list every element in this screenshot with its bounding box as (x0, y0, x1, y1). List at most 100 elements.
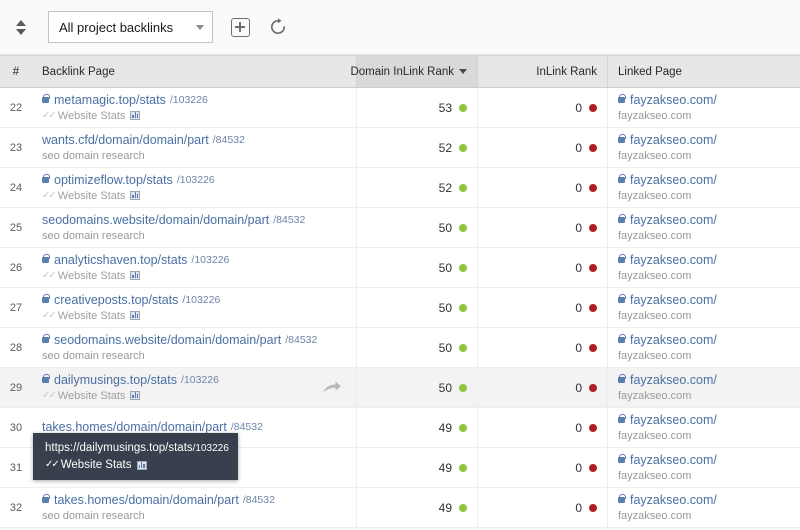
row-number: 31 (9, 461, 23, 474)
backlink-page-cell[interactable]: creativeposts.top/stats/103226 ✓✓ Website … (32, 288, 357, 327)
backlink-page-cell[interactable]: wants.cfd/domain/domain/part/84532 seo do… (32, 128, 357, 167)
lock-icon (618, 133, 626, 143)
table-row[interactable]: 26 analyticshaven.top/stats/103226 ✓✓ Websi… (0, 248, 800, 288)
linked-page-link[interactable]: fayzakseo.com/ (618, 333, 790, 348)
linked-page-subtitle: fayzakseo.com (618, 269, 692, 282)
linked-page-cell[interactable]: fayzakseo.com/fayzakseo.com (608, 88, 800, 127)
linked-page-link[interactable]: fayzakseo.com/ (618, 213, 790, 228)
linked-page-url-text: fayzakseo.com/ (630, 92, 717, 107)
add-backlink-button[interactable] (229, 16, 251, 38)
table-row[interactable]: 27 creativeposts.top/stats/103226 ✓✓ Websit… (0, 288, 800, 328)
row-height-stepper[interactable] (6, 7, 36, 47)
backlink-url-link[interactable]: takes.homes/domain/domain/part/84532 (42, 420, 346, 435)
linked-page-cell[interactable]: fayzakseo.com/fayzakseo.com (608, 168, 800, 207)
lock-icon (618, 93, 626, 103)
backlink-page-cell[interactable]: analyticshaven.top/stats/103226 ✓✓ Website… (32, 248, 357, 287)
domain-inlink-rank-cell: 49 (357, 448, 478, 487)
backlink-url-text: dailymusings.top/stats (54, 372, 177, 387)
inlink-rank-cell: 0 (478, 208, 608, 247)
table-row[interactable]: 24 optimizeflow.top/stats/103226 ✓✓ Website… (0, 168, 800, 208)
table-row[interactable]: 28 seodomains.website/domain/domain/part /… (0, 328, 800, 368)
column-header-linked-page[interactable]: Linked Page (618, 65, 682, 78)
tooltip-url: https://dailymusings.top/stats (45, 442, 193, 454)
backlink-url-link[interactable]: optimizeflow.top/stats/103226 (42, 173, 346, 188)
status-dot (459, 303, 467, 312)
linked-page-link[interactable]: fayzakseo.com/ (618, 253, 790, 268)
backlink-url-id: /103226 (180, 373, 219, 386)
backlink-subtitle: ✓✓ Website Stats (42, 109, 346, 123)
linked-page-subtitle: fayzakseo.com (618, 229, 692, 242)
table-row[interactable]: 22 metamagic.top/stats/103226 ✓✓ Website St… (0, 88, 800, 128)
plus-icon (230, 17, 250, 37)
status-dot (589, 183, 597, 192)
backlink-subtitle: ✓✓ Website Stats (42, 309, 346, 323)
linked-page-url-text: fayzakseo.com/ (630, 492, 717, 507)
backlink-url-link[interactable]: creativeposts.top/stats/103226 (42, 293, 346, 308)
backlink-subtitle-text: seo domain research (42, 349, 145, 362)
linked-page-link[interactable]: fayzakseo.com/ (618, 293, 790, 308)
tooltip-sub-line: ✓✓ Website Stats (45, 457, 226, 473)
lock-icon (618, 293, 626, 303)
linked-page-cell[interactable]: fayzakseo.com/fayzakseo.com (608, 488, 800, 527)
table-row[interactable]: 29 dailymusings.top/stats/103226 ✓✓ Website… (0, 368, 800, 408)
open-link-arrow-icon[interactable] (322, 380, 342, 396)
column-header-number[interactable]: # (12, 65, 20, 78)
backlink-page-cell[interactable]: dailymusings.top/stats/103226 ✓✓ Website S… (32, 368, 357, 407)
domain-inlink-rank-cell: 50 (357, 288, 478, 327)
backlink-page-cell[interactable]: seodomains.website/domain/domain/part/84… (32, 328, 357, 367)
table-header-row: # Backlink Page Domain InLink Rank InLin… (0, 55, 800, 88)
lock-icon (618, 453, 626, 463)
linked-page-cell[interactable]: fayzakseo.com/fayzakseo.com (608, 128, 800, 167)
linked-page-link[interactable]: fayzakseo.com/ (618, 93, 790, 108)
column-header-inlink-rank[interactable]: InLink Rank (478, 56, 608, 87)
linked-page-subtitle: fayzakseo.com (618, 189, 692, 202)
backlink-url-tooltip: https://dailymusings.top/stats/103226 ✓✓… (33, 433, 238, 480)
backlink-url-link[interactable]: dailymusings.top/stats/103226 (42, 373, 346, 388)
linked-page-cell[interactable]: fayzakseo.com/fayzakseo.com (608, 208, 800, 247)
linked-page-cell[interactable]: fayzakseo.com/fayzakseo.com (608, 448, 800, 487)
linked-page-subtitle: fayzakseo.com (618, 149, 692, 162)
backlink-url-link[interactable]: seodomains.website/domain/domain/part/84… (42, 333, 346, 348)
backlink-page-cell[interactable]: takes.homes/domain/domain/part/84532 (32, 408, 357, 447)
backlink-page-cell[interactable]: seodomains.website/domain/domain/part/84… (32, 208, 357, 247)
sort-descending-icon (459, 69, 467, 74)
status-dot (589, 103, 597, 112)
table-row[interactable]: 23 wants.cfd/domain/domain/part/84532 seo … (0, 128, 800, 168)
domain-inlink-rank-cell: 49 (357, 488, 478, 527)
linked-page-link[interactable]: fayzakseo.com/ (618, 453, 790, 468)
linked-page-link[interactable]: fayzakseo.com/ (618, 413, 790, 428)
linked-page-link[interactable]: fayzakseo.com/ (618, 373, 790, 388)
linked-page-cell[interactable]: fayzakseo.com/fayzakseo.com (608, 408, 800, 447)
backlink-page-cell[interactable]: metamagic.top/stats/103226 ✓✓ Website Stat… (32, 88, 357, 127)
project-filter-select[interactable]: All project backlinks (48, 11, 213, 43)
linked-page-cell[interactable]: fayzakseo.com/fayzakseo.com (608, 328, 800, 367)
column-header-domain-inlink-rank[interactable]: Domain InLink Rank (350, 56, 478, 87)
linked-page-cell[interactable]: fayzakseo.com/fayzakseo.com (608, 288, 800, 327)
refresh-button[interactable] (267, 16, 289, 38)
column-header-backlink-page[interactable]: Backlink Page (32, 56, 357, 87)
linked-page-url-text: fayzakseo.com/ (630, 172, 717, 187)
linked-page-cell[interactable]: fayzakseo.com/fayzakseo.com (608, 368, 800, 407)
backlink-url-link[interactable]: takes.homes/domain/domain/part/84532 (42, 493, 346, 508)
table-row[interactable]: 25 seodomains.website/domain/domain/part /… (0, 208, 800, 248)
row-number: 27 (9, 301, 23, 314)
backlink-url-link[interactable]: seodomains.website/domain/domain/part/84… (42, 213, 346, 228)
backlink-url-link[interactable]: metamagic.top/stats/103226 (42, 93, 346, 108)
backlink-url-id: /84532 (285, 333, 318, 346)
backlink-url-link[interactable]: analyticshaven.top/stats/103226 (42, 253, 346, 268)
linked-page-link[interactable]: fayzakseo.com/ (618, 133, 790, 148)
table-row[interactable]: 32 takes.homes/domain/domain/part/84532 se… (0, 488, 800, 528)
linked-page-cell[interactable]: fayzakseo.com/fayzakseo.com (608, 248, 800, 287)
backlink-page-cell[interactable]: takes.homes/domain/domain/part/84532 seo … (32, 488, 357, 527)
linked-page-link[interactable]: fayzakseo.com/ (618, 493, 790, 508)
backlink-url-link[interactable]: wants.cfd/domain/domain/part/84532 (42, 133, 346, 148)
lock-icon (42, 173, 50, 183)
backlink-page-cell[interactable]: optimizeflow.top/stats/103226 ✓✓ Website S… (32, 168, 357, 207)
linked-page-link[interactable]: fayzakseo.com/ (618, 173, 790, 188)
linked-page-url-text: fayzakseo.com/ (630, 252, 717, 267)
lock-icon (618, 333, 626, 343)
domain-inlink-rank-value: 52 (438, 140, 452, 155)
inlink-rank-value: 0 (575, 220, 582, 235)
bar-chart-icon (130, 111, 141, 120)
